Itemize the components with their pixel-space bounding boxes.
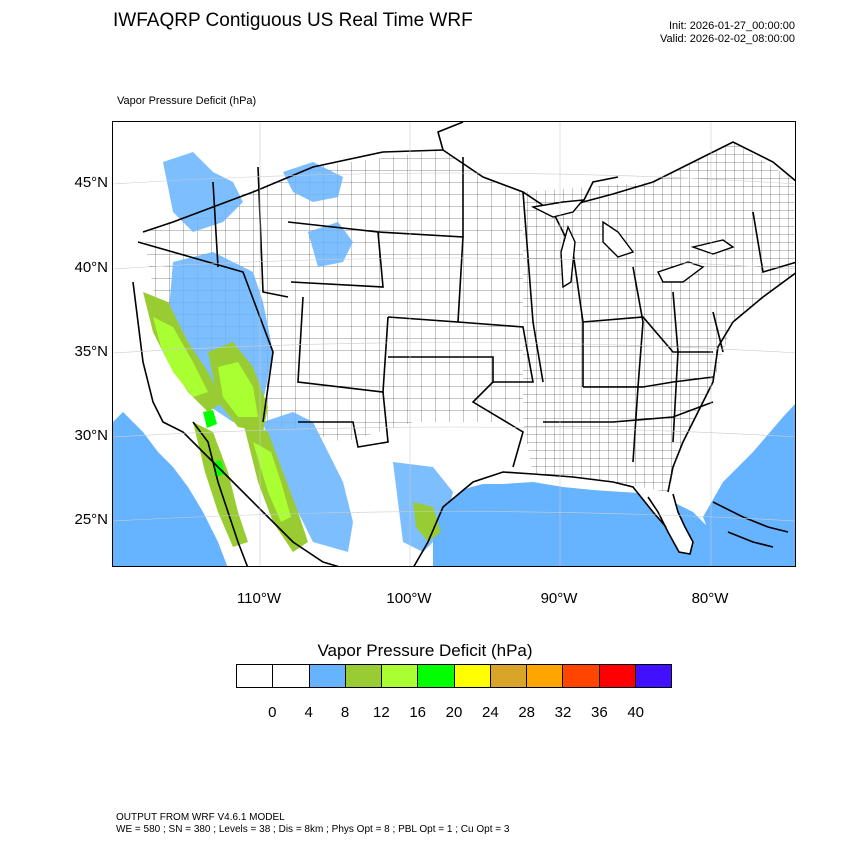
vpd-green-spots xyxy=(203,410,225,477)
colorbar-swatch xyxy=(273,665,310,687)
colorbar-tick-label: 12 xyxy=(372,704,390,721)
colorbar-swatch xyxy=(309,665,346,687)
vpd-lime-california xyxy=(153,317,208,397)
lat-label-35: 35°N xyxy=(74,343,108,360)
lat-label-45: 45°N xyxy=(74,174,108,191)
lon-label-100: 100°W xyxy=(386,590,432,607)
footer-model-line: OUTPUT FROM WRF V4.6.1 MODEL xyxy=(116,812,285,823)
map-svg xyxy=(113,122,795,566)
graticule xyxy=(113,122,795,566)
atlantic-ocean-fill xyxy=(703,404,795,566)
valid-time: Valid: 2026-02-02_08:00:00 xyxy=(660,33,795,45)
florida xyxy=(623,480,693,554)
lon-label-80: 80°W xyxy=(691,590,729,607)
colorbar-tick-label: 28 xyxy=(518,704,535,721)
colorbar-swatch xyxy=(490,665,527,687)
gulf-of-mexico-fill xyxy=(433,482,795,566)
colorbar-tick-label: 0 xyxy=(268,704,277,721)
colorbar-swatch xyxy=(599,665,636,687)
colorbar-swatch xyxy=(418,665,455,687)
colorbar-tick-label: 20 xyxy=(445,704,463,721)
field-label: Vapor Pressure Deficit (hPa) xyxy=(117,95,257,107)
colorbar-tick-label: 16 xyxy=(409,704,426,721)
vpd-olive-texas-south xyxy=(413,502,441,542)
colorbar xyxy=(236,664,672,688)
colorbar-swatch xyxy=(563,665,600,687)
colorbar-swatch xyxy=(527,665,564,687)
colorbar-swatch xyxy=(454,665,491,687)
map-panel xyxy=(112,121,796,567)
coastlines xyxy=(132,272,795,566)
colorbar-tick-label: 36 xyxy=(590,704,608,721)
pacific-ocean-fill xyxy=(113,412,228,566)
colorbar-tick-label: 4 xyxy=(304,704,313,721)
vpd-blue-montana xyxy=(283,162,343,202)
vpd-blue-wyoming xyxy=(308,222,353,267)
colorbar-tick-label: 8 xyxy=(340,704,350,721)
colorbar-swatch xyxy=(635,665,671,687)
colorbar-tick-label: 24 xyxy=(481,704,499,721)
vpd-lime-arizona xyxy=(218,362,258,417)
vpd-lime-mexico-mainland xyxy=(253,442,291,522)
lon-label-110: 110°W xyxy=(236,590,282,607)
colorbar-tick-label: 32 xyxy=(554,704,572,721)
colorbar-swatch xyxy=(382,665,419,687)
vpd-blue-southwest xyxy=(263,412,353,552)
lon-label-90: 90°W xyxy=(540,590,578,607)
lat-label-25: 25°N xyxy=(74,511,108,528)
lat-label-30: 30°N xyxy=(74,427,108,444)
footer-config-line: WE = 580 ; SN = 380 ; Levels = 38 ; Dis … xyxy=(116,824,510,835)
colorbar-title: Vapor Pressure Deficit (hPa) xyxy=(317,641,533,660)
great-lakes xyxy=(530,199,735,289)
county-lines-east xyxy=(523,142,795,492)
main-title: IWFAQRP Contiguous US Real Time WRF xyxy=(113,10,473,31)
vpd-blue-northwest xyxy=(163,152,243,232)
colorbar-swatch xyxy=(345,665,382,687)
init-time: Init: 2026-01-27_00:00:00 xyxy=(669,20,795,32)
lat-label-40: 40°N xyxy=(74,259,108,276)
colorbar-tick-label: 40 xyxy=(627,704,644,721)
colorbar-swatch xyxy=(237,665,274,687)
state-borders xyxy=(137,122,795,468)
